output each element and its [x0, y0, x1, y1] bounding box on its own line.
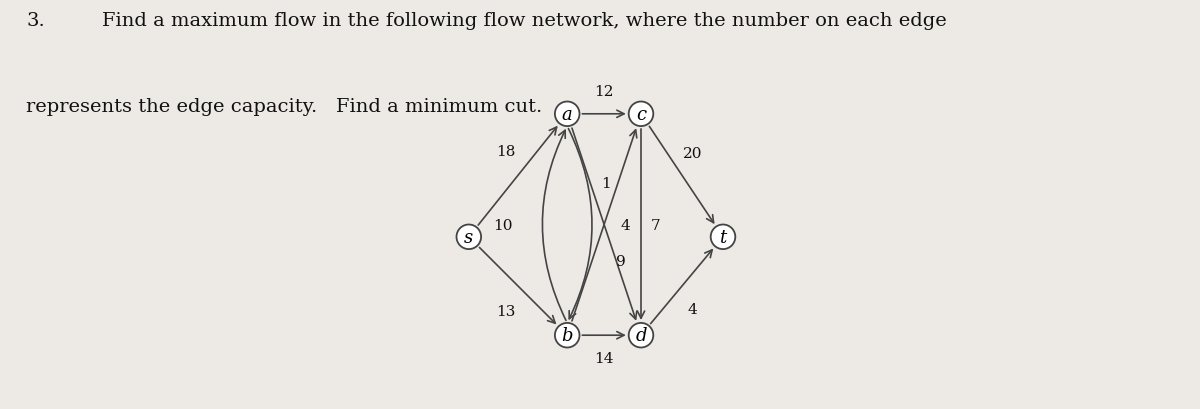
Text: 20: 20 — [683, 146, 702, 160]
Text: Find a maximum flow in the following flow network, where the number on each edge: Find a maximum flow in the following flo… — [102, 12, 947, 30]
Text: 18: 18 — [496, 144, 515, 158]
Text: s: s — [464, 228, 474, 246]
Text: 4: 4 — [688, 302, 697, 316]
Circle shape — [554, 102, 580, 127]
Text: d: d — [635, 326, 647, 344]
Text: 13: 13 — [496, 304, 515, 318]
Text: 12: 12 — [594, 85, 614, 99]
Text: a: a — [562, 106, 572, 124]
Text: c: c — [636, 106, 646, 124]
Text: 7: 7 — [650, 218, 660, 232]
Text: b: b — [562, 326, 572, 344]
Circle shape — [554, 323, 580, 348]
Circle shape — [710, 225, 736, 249]
Text: 3.: 3. — [26, 12, 46, 30]
Circle shape — [456, 225, 481, 249]
Text: 1: 1 — [601, 177, 611, 191]
Circle shape — [629, 102, 653, 127]
Text: t: t — [719, 228, 727, 246]
Circle shape — [629, 323, 653, 348]
Text: 14: 14 — [594, 351, 614, 365]
Text: represents the edge capacity.   Find a minimum cut.: represents the edge capacity. Find a min… — [26, 98, 542, 116]
Text: 4: 4 — [620, 218, 630, 232]
Text: 10: 10 — [493, 218, 512, 232]
Text: 9: 9 — [616, 255, 625, 269]
